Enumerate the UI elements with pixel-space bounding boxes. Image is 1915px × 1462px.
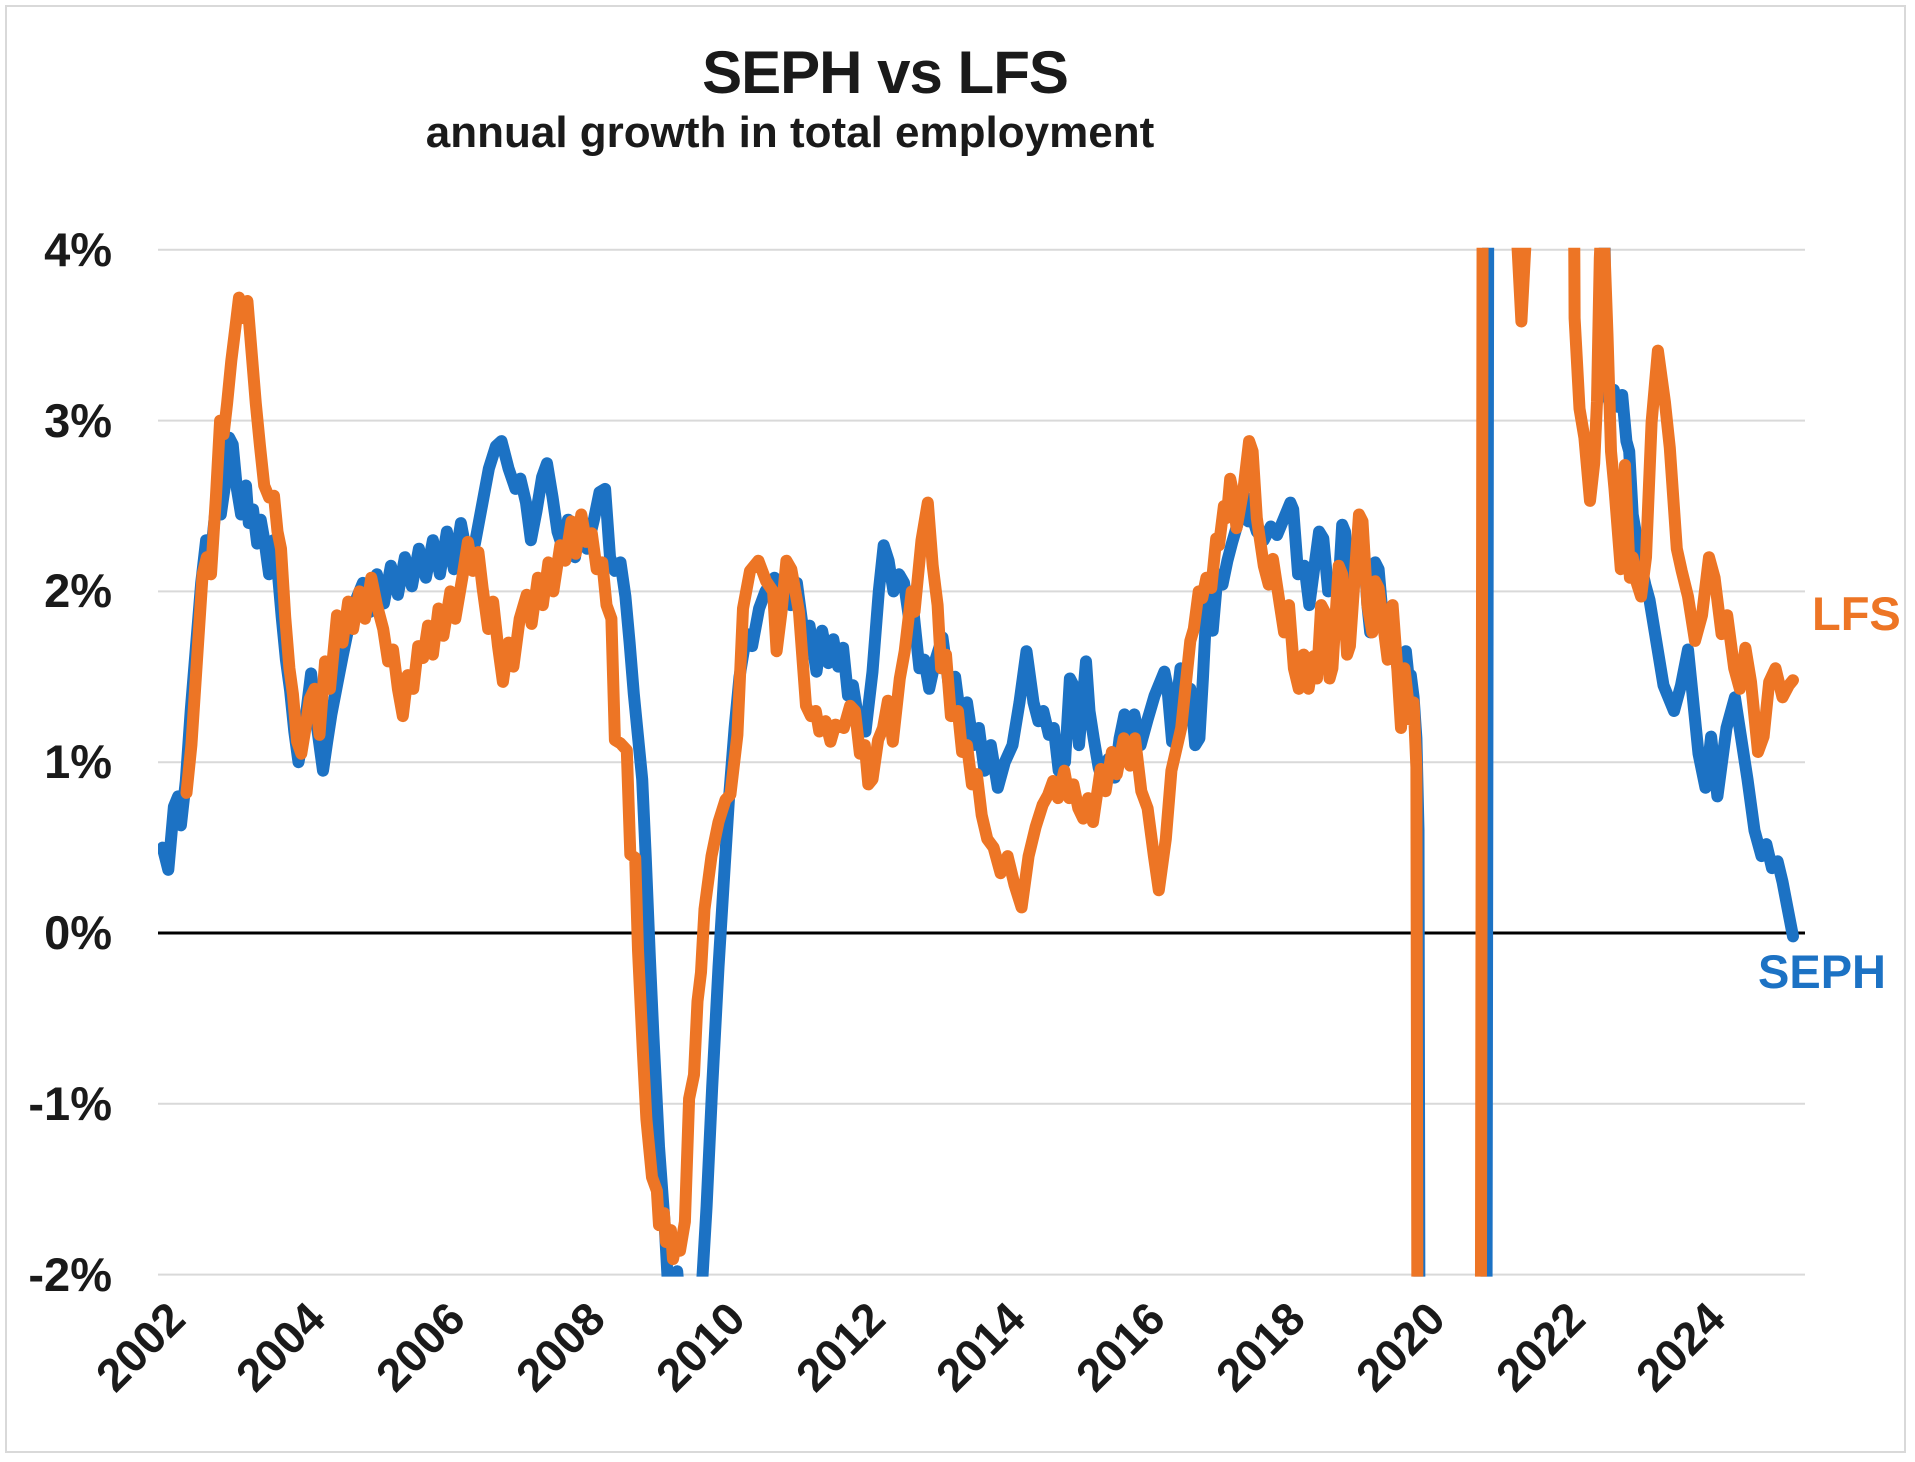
- chart-subtitle: annual growth in total employment: [425, 108, 1155, 157]
- chart-title: SEPH vs LFS: [702, 39, 1069, 106]
- y-tick-label: 3%: [44, 393, 112, 447]
- y-tick-label: 1%: [44, 735, 112, 789]
- lfs-line: [180, 247, 1799, 1277]
- y-tick-label: 0%: [44, 906, 112, 959]
- seph-series-label: SEPH: [1758, 945, 1886, 998]
- chart-border: [5, 5, 1906, 1453]
- y-tick-label: 4%: [44, 222, 112, 276]
- y-tick-label: 2%: [44, 564, 112, 618]
- y-tick-label: -2%: [28, 1247, 112, 1301]
- lfs-series-label: LFS: [1812, 587, 1901, 640]
- seph-line: [158, 247, 1799, 1277]
- y-tick-label: -1%: [28, 1076, 112, 1130]
